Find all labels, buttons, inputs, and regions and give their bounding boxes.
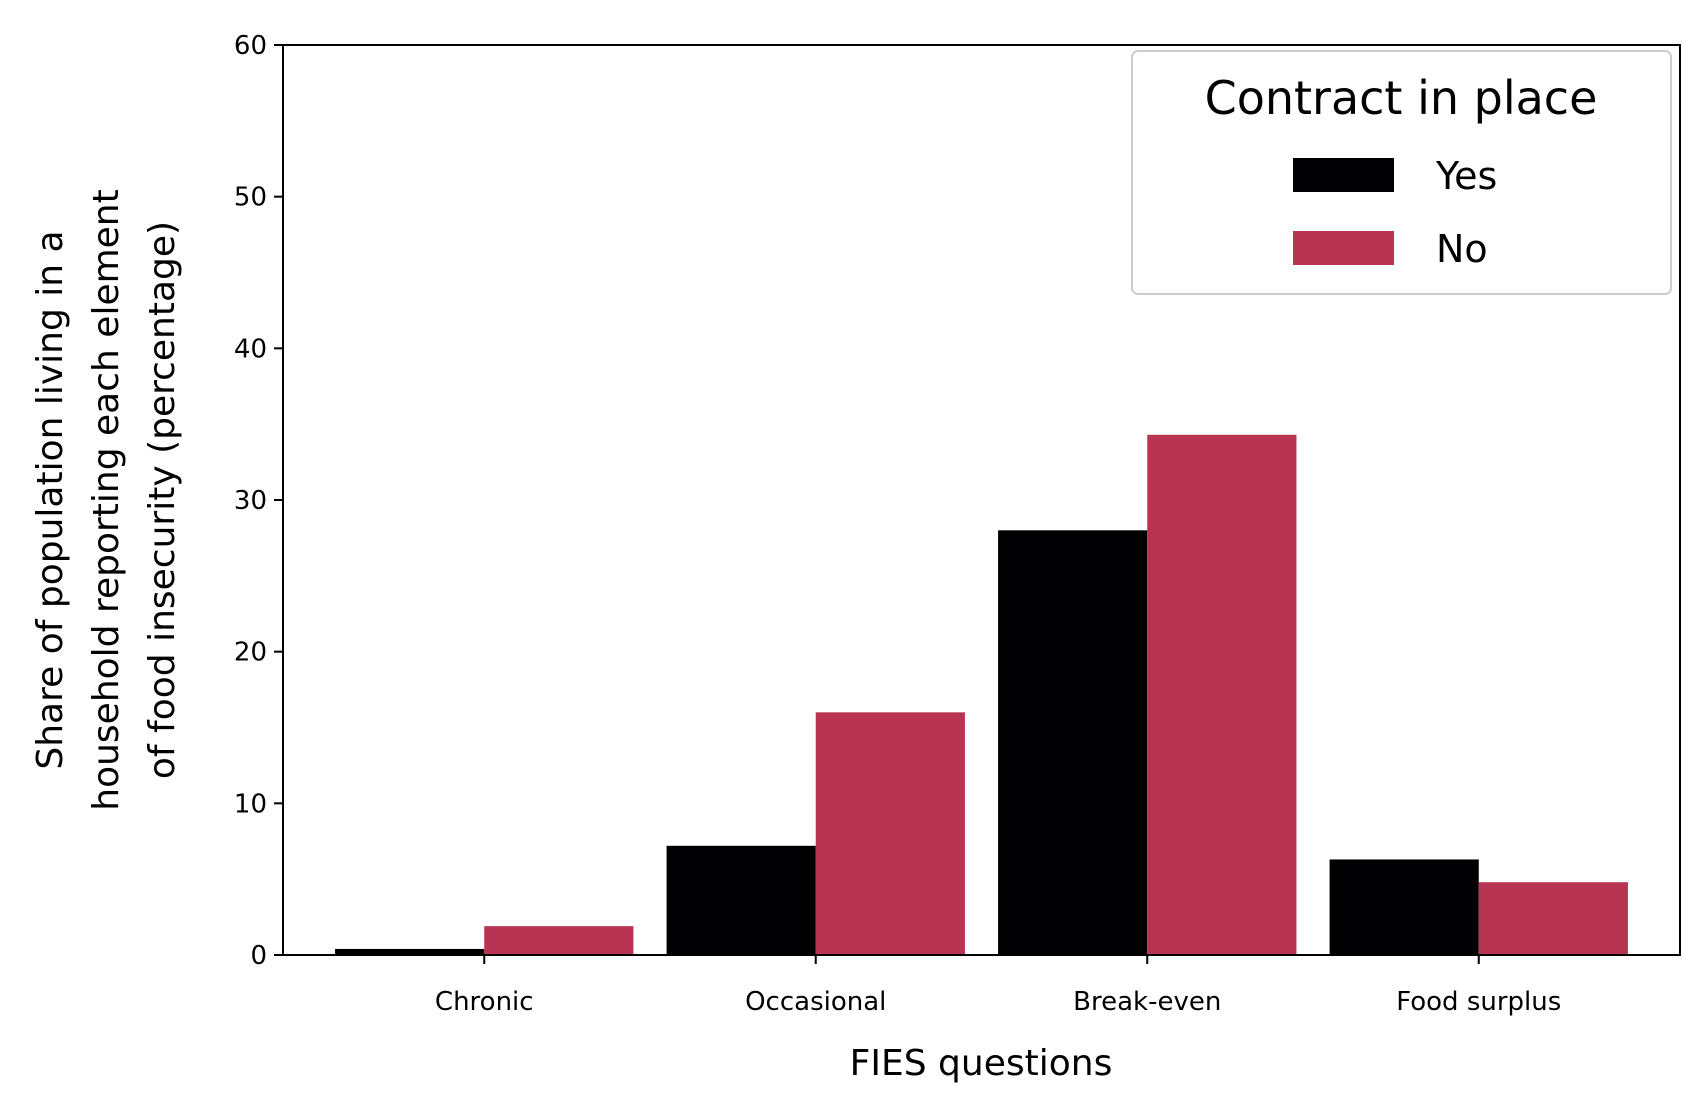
- legend-swatch-no: [1293, 231, 1394, 265]
- legend-title: Contract in place: [1205, 71, 1598, 125]
- y-axis-label-line: Share of population living in a: [30, 230, 71, 769]
- y-tick-label: 0: [250, 941, 267, 971]
- bar-no-occasional: [815, 712, 965, 955]
- legend-frame: [1131, 50, 1672, 295]
- x-tick-label: Food surplus: [1396, 987, 1561, 1017]
- x-tick-label: Break-even: [1073, 987, 1221, 1017]
- x-tick-label: Occasional: [745, 987, 886, 1017]
- y-tick-label: 60: [234, 31, 267, 61]
- legend-label-yes: Yes: [1435, 154, 1497, 198]
- legend: Contract in place Yes No: [1131, 50, 1672, 295]
- legend-label-no: No: [1436, 227, 1488, 271]
- y-tick-label: 40: [234, 334, 267, 364]
- legend-entries: Yes No: [1293, 154, 1497, 271]
- legend-swatch-yes: [1293, 158, 1394, 192]
- y-tick-label: 20: [234, 638, 267, 668]
- y-axis-label-line: of food insecurity (percentage): [142, 221, 183, 779]
- bar-no-break-even: [1147, 434, 1297, 955]
- bar-yes-food-surplus: [1329, 859, 1479, 955]
- bars-layer: [335, 434, 1628, 955]
- y-axis: 0 10 20 30 40 50 60: [234, 31, 283, 971]
- y-axis-label-line: household reporting each element: [86, 189, 127, 810]
- bar-no-chronic: [484, 926, 634, 955]
- y-tick-label: 50: [234, 183, 267, 213]
- x-axis-label: FIES questions: [850, 1043, 1113, 1084]
- bar-yes-occasional: [666, 845, 816, 955]
- x-axis: Chronic Occasional Break-even Food surplus: [435, 955, 1561, 1017]
- x-tick-label: Chronic: [435, 987, 534, 1017]
- y-tick-label: 10: [234, 789, 267, 819]
- bar-no-food-surplus: [1478, 882, 1628, 955]
- bar-yes-chronic: [335, 948, 485, 955]
- y-axis-label: Share of population living in a household…: [30, 189, 183, 810]
- y-tick-label: 30: [234, 486, 267, 516]
- bar-yes-break-even: [998, 530, 1148, 955]
